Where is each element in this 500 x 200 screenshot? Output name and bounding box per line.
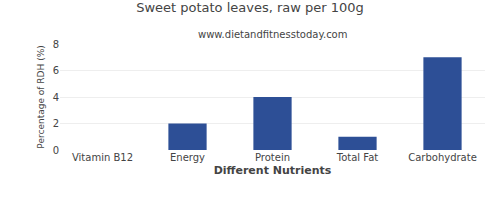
svg-text:Sweet potato leaves, raw per 1: Sweet potato leaves, raw per 100g xyxy=(136,0,364,15)
svg-text:0: 0 xyxy=(53,145,59,156)
svg-text:Percentage of RDH (%): Percentage of RDH (%) xyxy=(36,45,46,148)
svg-text:2: 2 xyxy=(53,118,59,129)
svg-text:Carbohydrate: Carbohydrate xyxy=(408,152,477,163)
svg-text:Vitamin B12: Vitamin B12 xyxy=(72,152,133,163)
svg-text:8: 8 xyxy=(53,39,59,50)
svg-text:www.dietandfitnesstoday.com: www.dietandfitnesstoday.com xyxy=(198,29,347,40)
svg-text:4: 4 xyxy=(53,92,59,103)
svg-text:Energy: Energy xyxy=(170,152,205,163)
svg-text:Different Nutrients: Different Nutrients xyxy=(214,164,332,177)
svg-text:6: 6 xyxy=(53,65,59,76)
svg-text:Total Fat: Total Fat xyxy=(336,152,378,163)
svg-text:Protein: Protein xyxy=(255,152,290,163)
